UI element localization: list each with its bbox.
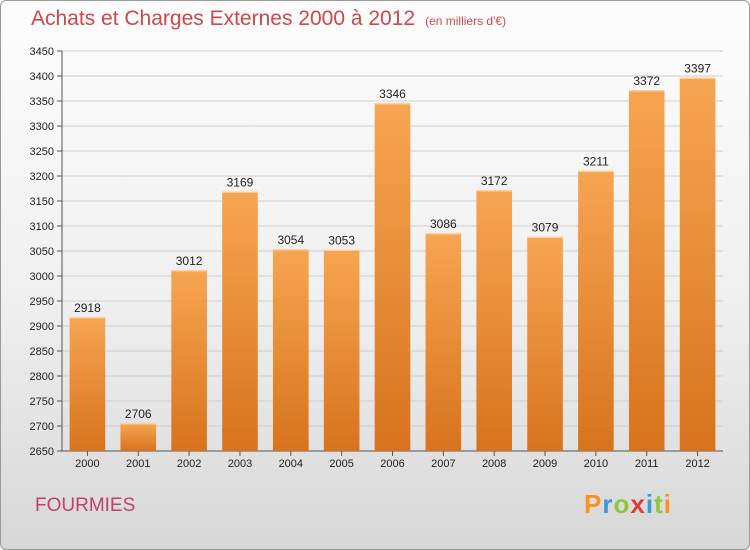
- y-axis-ticks: 2650 2700 2750 2800 2850 2900 2950 3000 3050 3100…: [30, 46, 62, 458]
- bar-2012: [679, 77, 716, 451]
- y-tick-label: 3100: [30, 221, 54, 233]
- y-tick-label: 3200: [30, 171, 54, 183]
- bar-highlight: [527, 236, 563, 238]
- logo-letter: t: [654, 489, 664, 519]
- bar-2010: [578, 170, 614, 451]
- bar-highlight: [120, 423, 157, 425]
- value-label: 3079: [532, 221, 559, 235]
- title-text: Achats et Charges Externes 2000 à 2012: [31, 7, 416, 30]
- value-label: 2706: [125, 407, 152, 421]
- bar-2004: [273, 249, 309, 451]
- x-tick-label: 2011: [635, 458, 659, 470]
- value-label: 3346: [379, 87, 406, 101]
- y-tick-label: 3350: [30, 96, 54, 108]
- y-tick-label: 2900: [30, 321, 54, 333]
- y-tick-label: 2950: [30, 296, 54, 308]
- bar-highlight: [273, 249, 309, 251]
- x-tick-label: 2002: [177, 458, 201, 470]
- y-tick-label: 3000: [30, 271, 54, 283]
- bar-2006: [374, 103, 411, 451]
- value-label: 3012: [176, 254, 203, 268]
- bar-highlight: [222, 191, 258, 193]
- y-tick-label: 2750: [30, 396, 54, 408]
- x-tick-label: 2003: [228, 458, 252, 470]
- bar-highlight: [628, 90, 665, 92]
- y-tick-label: 3050: [30, 246, 54, 258]
- y-tick-label: 2650: [30, 446, 54, 458]
- bar-2009: [527, 236, 563, 451]
- value-label: 2918: [74, 301, 101, 315]
- x-tick-label: 2001: [126, 458, 150, 470]
- chart-title: Achats et Charges Externes 2000 à 2012 (e…: [31, 7, 506, 31]
- bar-highlight: [171, 270, 207, 272]
- value-label: 3053: [328, 234, 355, 248]
- bar-2005: [323, 249, 360, 451]
- location-label: FOURMIES: [35, 495, 136, 516]
- bar-highlight: [578, 170, 614, 172]
- y-tick-label: 3300: [30, 121, 54, 133]
- x-tick-label: 2012: [685, 458, 709, 470]
- unit-note: (en milliers d'€): [425, 14, 507, 28]
- logo-letter: P: [584, 489, 603, 519]
- x-tick-label: 2004: [279, 458, 303, 470]
- x-tick-label: 2007: [431, 458, 455, 470]
- bar-2002: [171, 270, 207, 451]
- bar-2011: [628, 90, 665, 451]
- bar-2007: [425, 233, 462, 451]
- y-tick-label: 3150: [30, 196, 54, 208]
- logo-letter: i: [645, 489, 655, 519]
- logo-letter: i: [663, 489, 672, 519]
- x-tick-label: 2009: [533, 458, 557, 470]
- value-label: 3086: [430, 217, 457, 231]
- logo-letter: x: [630, 489, 646, 519]
- y-tick-label: 2850: [30, 346, 54, 358]
- logo-letter: r: [602, 489, 614, 519]
- bars: [69, 77, 716, 451]
- y-tick-label: 3400: [30, 71, 54, 83]
- proxiti-logo: Proxiti: [584, 489, 672, 520]
- value-label: 3169: [227, 176, 254, 190]
- y-tick-label: 3250: [30, 146, 54, 158]
- x-tick-label: 2006: [380, 458, 404, 470]
- y-tick-label: 2700: [30, 421, 54, 433]
- y-tick-label: 3450: [30, 46, 54, 58]
- bar-highlight: [425, 233, 462, 235]
- bar-highlight: [69, 317, 106, 319]
- bar-2001: [120, 423, 157, 451]
- bar-2003: [222, 191, 258, 451]
- bar-highlight: [374, 103, 411, 105]
- x-tick-label: 2008: [482, 458, 506, 470]
- x-tick-label: 2005: [329, 458, 353, 470]
- logo-letter: o: [613, 489, 631, 519]
- bar-highlight: [323, 249, 360, 251]
- bar-highlight: [476, 190, 512, 192]
- value-label: 3372: [633, 74, 660, 88]
- x-tick-label: 2000: [75, 458, 99, 470]
- x-axis-ticks: 2000 2001 2002 2003 2004 2005 2006 2007 2008 2009…: [75, 451, 710, 470]
- value-label: 3397: [684, 62, 711, 76]
- bar-2000: [69, 317, 106, 451]
- value-label: 3054: [277, 233, 304, 247]
- bar-highlight: [679, 77, 716, 79]
- value-labels: 2918 2706 3012 3169 3054 3053 3346 3086 3172 3079…: [74, 62, 711, 422]
- y-tick-label: 2800: [30, 371, 54, 383]
- x-tick-label: 2010: [584, 458, 608, 470]
- bar-2008: [476, 190, 512, 451]
- value-label: 3172: [481, 174, 508, 188]
- value-label: 3211: [583, 155, 609, 169]
